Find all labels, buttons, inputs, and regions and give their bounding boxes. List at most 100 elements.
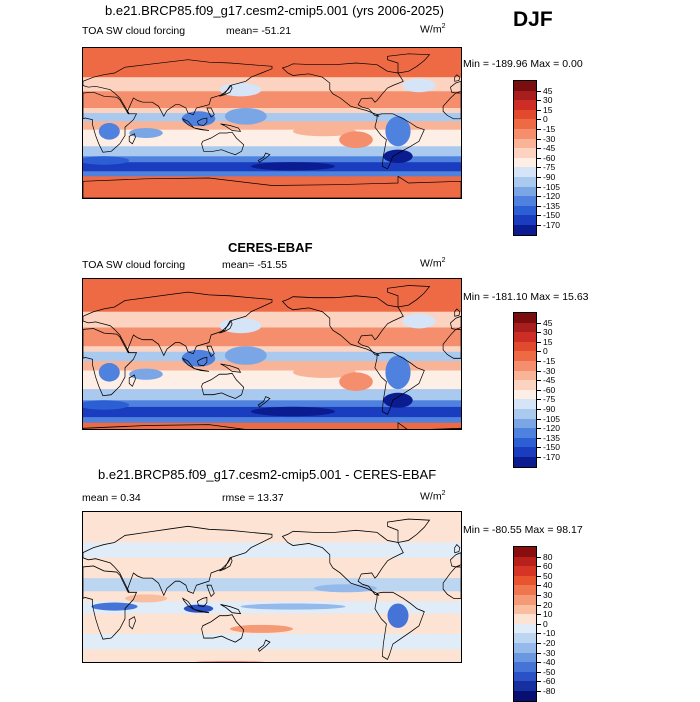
coastline [220,363,242,373]
colorbar-label: -105 [543,181,561,192]
map-field-band [83,634,461,650]
map-field-band [83,176,461,198]
coastline [194,127,210,131]
map-field-band [83,613,461,635]
colorbar-segment [514,594,536,605]
map-field-feature [224,346,267,365]
colorbar-tick [537,215,541,217]
coastline [257,396,271,408]
coastline [450,315,461,330]
coastline [196,596,208,608]
colorbar-tick [537,633,541,635]
colorbar-tick [537,389,541,391]
map-field-feature [339,131,373,148]
colorbar-label: 40 [543,580,553,591]
colorbar-label: -30 [543,133,556,144]
colorbar-label: -135 [543,432,561,443]
colorbar-segment [514,360,536,371]
colorbar-segment [514,109,536,120]
colorbar-tick [537,623,541,625]
colorbar-label: 10 [543,609,553,620]
map-field-feature [98,363,120,382]
map-field-feature [385,116,411,147]
map-field-band [83,311,461,329]
panel2-mean-label: mean= -51.55 [222,259,288,271]
map-field-feature [387,603,409,628]
colorbar-segment [514,215,536,225]
colorbar-segment [514,100,536,110]
colorbar-segment [514,652,536,663]
map-field-feature [293,366,356,378]
coastline [219,84,233,97]
coastline [196,356,208,367]
panel1-colorbar [513,80,537,236]
coastline [374,591,425,660]
map-field-band [83,512,461,544]
map-field-band [83,351,461,362]
colorbar-segment [514,380,536,390]
colorbar-label: -20 [543,638,556,648]
map-field-band [83,48,461,78]
coastline [257,639,271,652]
coastline [206,345,215,358]
map-field-feature [240,603,346,610]
colorbar-tick [537,157,541,159]
panel2-map [82,278,462,430]
colorbar-label: -60 [543,676,556,687]
coastline [196,117,208,126]
colorbar-label: -15 [543,124,556,134]
colorbar-segment [514,681,536,691]
coastline [201,372,245,399]
map-field-feature [83,156,130,165]
colorbar-segment [514,205,536,216]
colorbar-tick [537,225,541,226]
coastline [442,566,461,599]
colorbar-tick [537,90,541,92]
map-field-feature [91,602,138,611]
panel3-mean-label: mean = 0.34 [82,492,141,504]
coastline [450,80,461,94]
colorbar-label: -50 [543,666,556,677]
colorbar-label: 0 [543,346,548,357]
map-field-band [83,389,461,401]
colorbar-segment [514,332,536,342]
coastline [219,556,233,572]
map-field-band [83,171,461,177]
colorbar-segment [514,437,536,448]
map-field-band [83,121,461,131]
colorbar-label: 45 [543,85,553,96]
colorbar-tick [537,595,541,596]
colorbar-tick [537,566,541,568]
panel3-rmse-label: rmse = 13.37 [222,492,284,504]
map-field-feature [383,392,413,408]
panel2-map-svg [83,279,461,429]
coastline [387,285,431,308]
colorbar-label: 15 [543,336,553,347]
colorbar-label: -15 [543,356,556,366]
coastline [387,518,431,544]
panel1-title: b.e21.BRCP85.f09_g17.cesm2-cmip5.001 (yr… [105,3,444,18]
map-field-feature [219,318,262,334]
colorbar-label: 30 [543,95,553,106]
map-field-band [83,346,461,353]
colorbar-tick [537,418,541,420]
map-field-band [83,662,461,663]
colorbar-tick [537,457,541,458]
colorbar-segment [514,566,536,576]
colorbar-segment [514,351,536,361]
coastline [281,529,404,596]
colorbar-label: 20 [543,599,553,610]
map-field-feature [98,123,120,140]
map-field-band [83,649,461,662]
colorbar-segment [514,671,536,682]
map-field-band [83,146,461,157]
colorbar-segment [514,662,536,672]
colorbar-label: -120 [543,191,561,202]
colorbar-segment [514,399,536,409]
colorbar-tick [537,585,541,587]
panel3-title: b.e21.BRCP85.f09_g17.cesm2-cmip5.001 - C… [98,467,437,482]
panel3-map [82,511,462,663]
colorbar-tick [537,205,541,207]
map-field-band [83,327,461,347]
panel1-minmax: Min = -189.96 Max = 0.00 [463,58,583,70]
